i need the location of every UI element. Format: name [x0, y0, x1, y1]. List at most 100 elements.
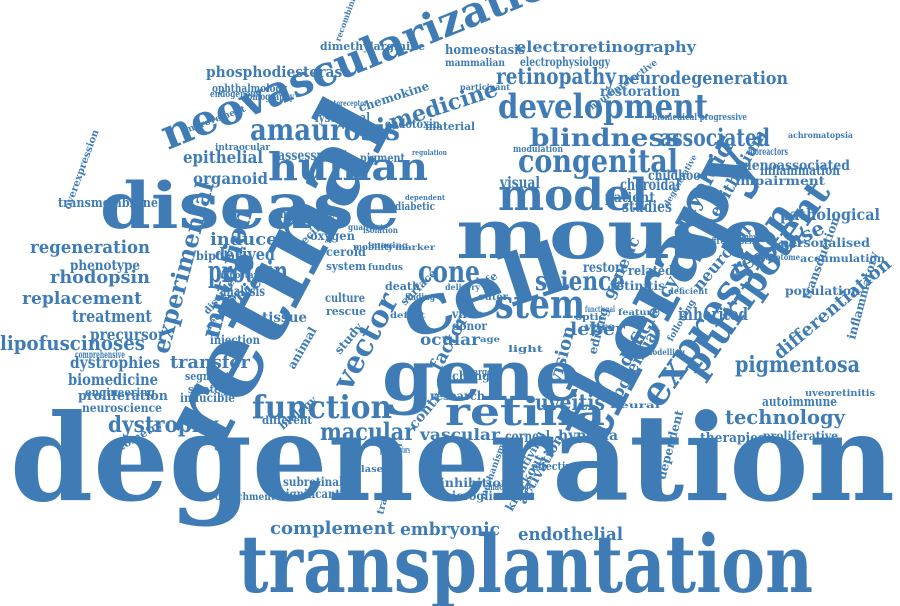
word-proliferation: proliferation [78, 389, 169, 404]
word-uveoretinitis: uveoretinitis [805, 389, 875, 399]
word-rhodopsin: rhodopsin [50, 267, 150, 288]
word-neuroscience: neuroscience [82, 401, 162, 415]
word-marker: marker [395, 242, 436, 252]
word-transplantation: transplantation [238, 517, 813, 606]
word-leber: leber [570, 319, 626, 340]
word-neurotropism: neurotropism [700, 237, 760, 247]
word-ocular: ocular [420, 330, 481, 349]
word-significant: significant [280, 487, 340, 501]
word-diabetic: diabetic [395, 200, 435, 213]
word-degeneration: degeneration [10, 388, 895, 529]
word-choroidal: choroidal [620, 175, 680, 194]
word-corneal: corneal [505, 427, 550, 446]
word-blindness: blindness [530, 123, 680, 152]
word-photoreceptors: photoreceptors [380, 446, 410, 456]
word-vitro: vitro [584, 322, 616, 333]
word-precursor: precursor [90, 325, 165, 344]
word-different: different [262, 414, 313, 427]
word-guanylate: guanylate [348, 222, 388, 232]
word-macular: macular [320, 417, 415, 446]
word-transmembrane: transmembrane [58, 196, 158, 211]
word-analysis: analysis [220, 284, 265, 300]
word-transfer: transfer [170, 352, 250, 373]
word-development: development [498, 87, 708, 127]
word-membrane: membrane [280, 207, 335, 221]
word-function: function [252, 388, 392, 426]
word-intraocular: intraocular [215, 143, 270, 153]
word-uveitis: uveitis [535, 390, 605, 416]
word-oxygen: oxygen [310, 229, 355, 243]
word-stem: stem [495, 281, 585, 328]
word-science: science [535, 267, 625, 297]
word-cyclase: cyclase [343, 465, 383, 475]
word-delivery: delivery [445, 282, 480, 292]
word-electrophysiology: electrophysiology [520, 55, 611, 69]
word-lysosomal: lysosomal [315, 111, 370, 126]
word-death: death [385, 280, 420, 293]
word-subretinal: subretinal [283, 475, 343, 489]
word-neurodegeneration: neurodegeneration [618, 68, 788, 89]
word-biomedicine: biomedicine [68, 370, 158, 389]
word-derived: derived [215, 245, 275, 265]
word-inhibition: inhibition [440, 476, 510, 490]
word-inducible: inducible [180, 391, 235, 405]
word-deficient: deficient [668, 286, 708, 296]
word-important: important [218, 271, 264, 281]
word-isolation: isolation [363, 225, 398, 235]
word-epithelial: epithelial [183, 148, 263, 168]
word-population: population [785, 284, 860, 298]
word-accumulation: accumulation [800, 254, 886, 265]
word-rescue: rescue [326, 305, 366, 318]
word-restoration: restoration [600, 84, 680, 100]
word-culture: culture [325, 291, 365, 305]
word-gene: gene [382, 334, 582, 417]
word-therapies: therapies [700, 431, 765, 446]
word-angiography: angiography [712, 233, 758, 243]
word-pigment: pigment [360, 151, 405, 165]
word-technology: technology [725, 405, 846, 429]
word-modelling: modelling [645, 347, 685, 357]
word-personalised: personalised [780, 236, 871, 250]
word-inflammation: inflammation [760, 163, 840, 179]
word-human: human [268, 144, 428, 189]
word-lipofuscinoses: lipofuscinoses [0, 331, 145, 355]
word-embryonic: embryonic [400, 519, 500, 540]
word-imaging: imaging [368, 240, 408, 250]
word-change: change [452, 369, 497, 383]
word-biomedical-progressive: biomedical progressive [652, 113, 747, 123]
word-pigmentosa: pigmentosa [735, 352, 860, 378]
word-macrophage: macrophage [488, 482, 533, 493]
word-strategy: strategy [188, 383, 234, 396]
word-visual: visual [499, 173, 540, 192]
word-mobility: mobility [353, 243, 394, 253]
word-modulation: modulation [513, 145, 563, 155]
word-phosphodiesterase: phosphodiesterase [206, 63, 351, 81]
word-assessment: assessment [278, 148, 348, 164]
word-pathological: pathological [780, 205, 880, 224]
word-dimethylarginine: dimethylarginine [320, 40, 425, 53]
word-adenoassociated: adenoassociated [735, 158, 850, 174]
word-autoimmune: autoimmune [762, 395, 837, 410]
word-restore: restore [583, 260, 628, 276]
word-patient: patient [605, 190, 655, 206]
word-participant: participant [460, 82, 510, 92]
word-treatment: treatment [72, 307, 152, 327]
word-fundus: fundus [368, 263, 403, 273]
word-retinopathy: retinopathy [496, 64, 617, 90]
word-virus: virus [451, 307, 482, 321]
word-associated: associated [660, 123, 770, 152]
word-ceroid: ceroid [326, 245, 367, 259]
word-tissue: tissue [262, 310, 307, 326]
word-donor: donor [452, 319, 488, 333]
word-induced: induced [210, 230, 290, 250]
word-transcriptome: transcriptome [745, 252, 800, 262]
word-replacement: replacement [22, 289, 142, 309]
word-ophthalmology: ophthalmology [212, 82, 287, 95]
word-endogenous: endogenous [210, 90, 260, 100]
word-injection: injection [210, 333, 260, 347]
word-feature: feature [618, 307, 658, 317]
word-outer: outer [478, 292, 509, 303]
word-electroretinography: electroretinography [516, 38, 697, 56]
